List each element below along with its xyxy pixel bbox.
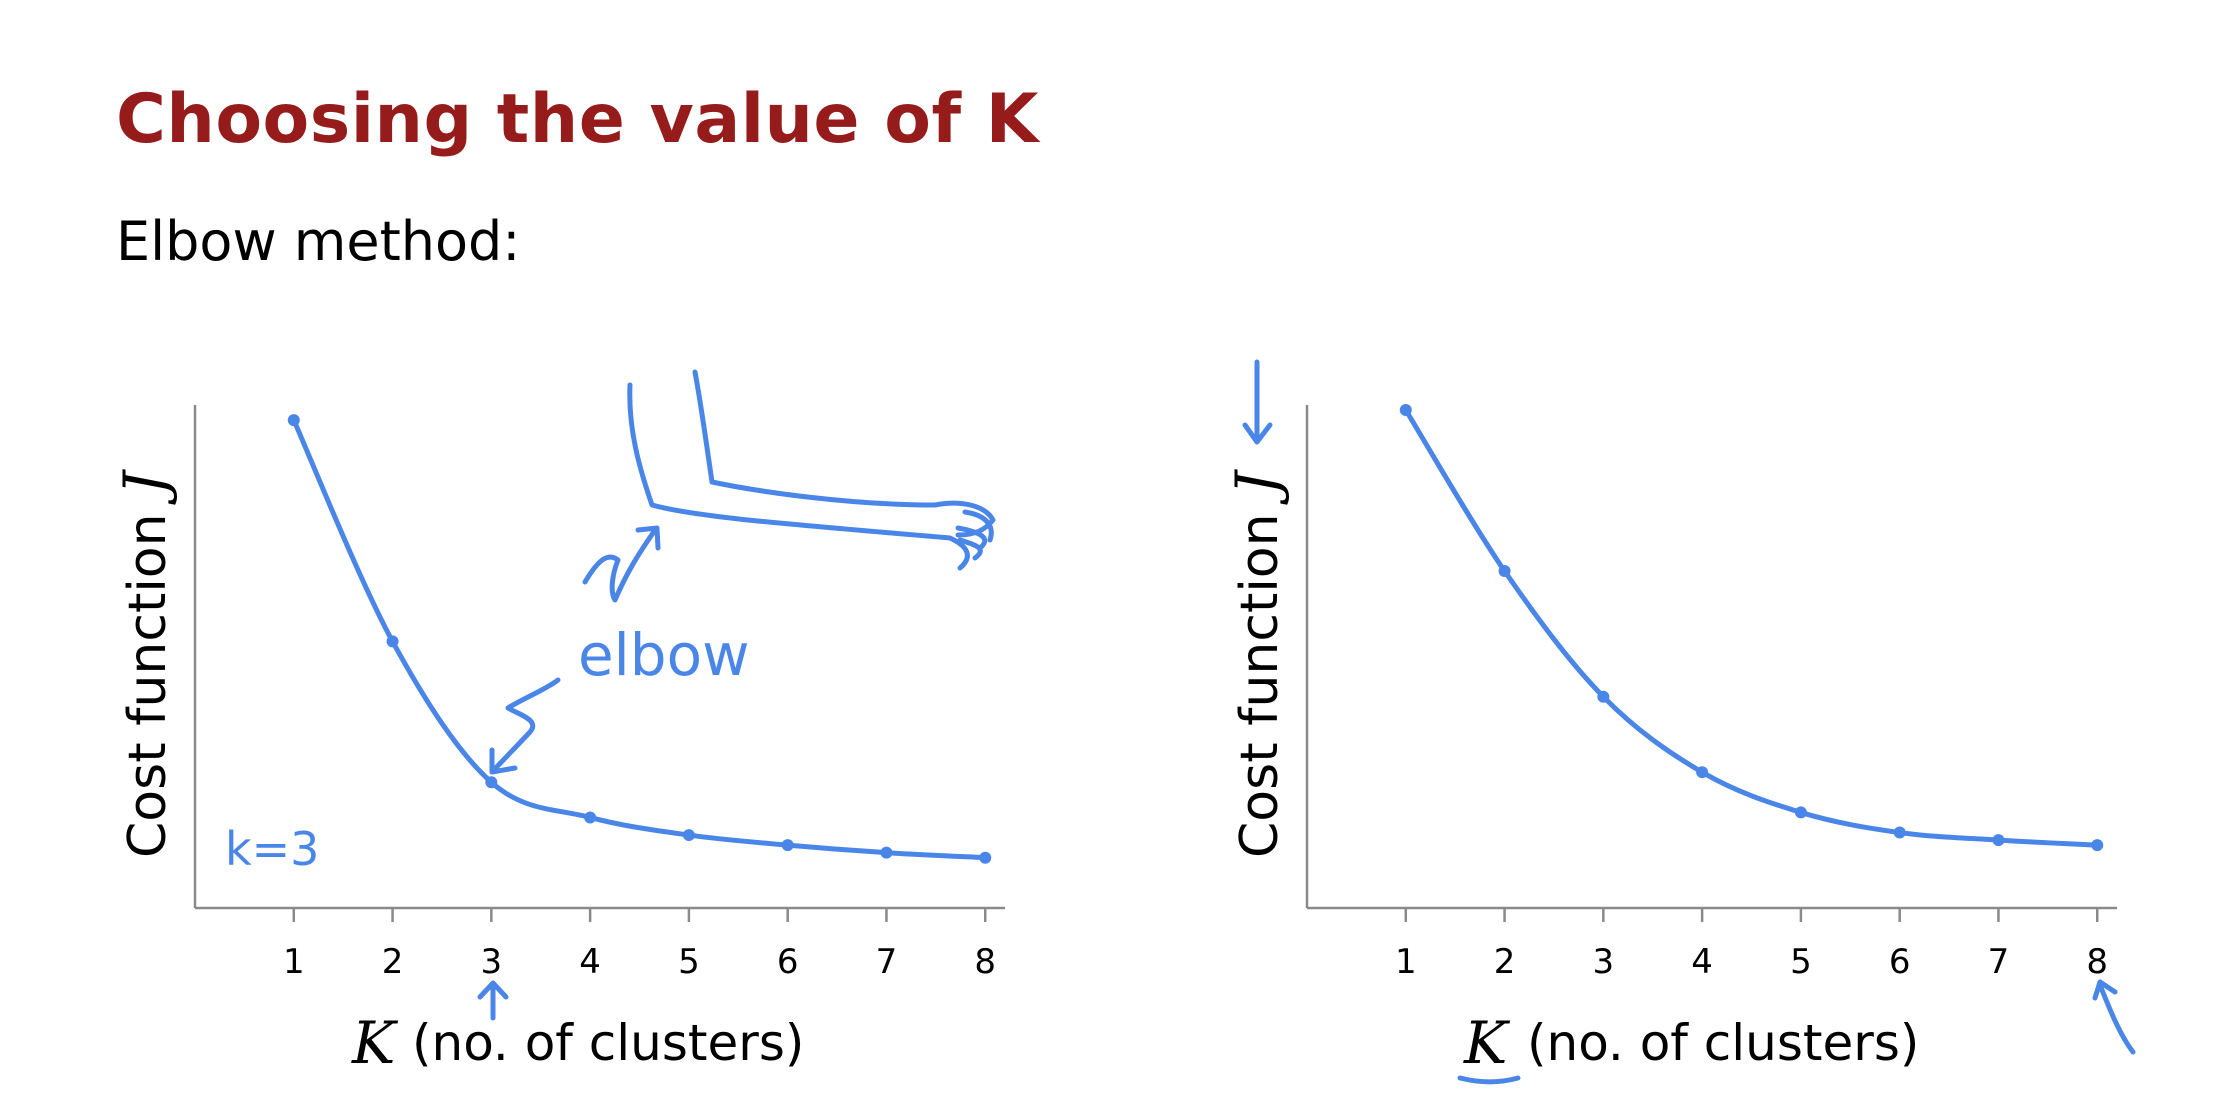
left-x-axis-title: (no. of clusters) xyxy=(412,1014,804,1072)
left-elbow-chart: 1 2 3 4 5 6 7 8 Cost function J K (no. of clust… xyxy=(111,405,1005,1077)
tick8-arrow xyxy=(2092,979,2136,1055)
arm-sketch-inner xyxy=(692,369,996,538)
left-data-point xyxy=(880,846,893,859)
right-x-axis-label: K (no. of clusters) xyxy=(1463,1009,1919,1077)
right-series-line xyxy=(1403,407,2100,848)
slide-subtitle: Elbow method: xyxy=(116,210,521,273)
left-x-tick-label: 6 xyxy=(777,942,799,982)
left-x-tick-label: 8 xyxy=(974,942,996,982)
k-underline xyxy=(1457,1075,1521,1085)
right-x-axis-variable: K xyxy=(1463,1009,1511,1077)
j-down-arrow xyxy=(1242,359,1273,445)
slide-title: Choosing the value of K xyxy=(116,80,1039,159)
left-data-point xyxy=(781,839,794,852)
right-tick-group: 1 2 3 4 5 6 7 8 xyxy=(1395,908,2108,982)
right-x-tick-label: 2 xyxy=(1494,942,1516,982)
k3-tick-arrow xyxy=(477,980,509,1021)
right-data-point xyxy=(1893,826,1906,839)
left-x-tick-label: 5 xyxy=(678,942,700,982)
left-x-tick-label: 1 xyxy=(283,942,305,982)
right-x-tick-label: 7 xyxy=(1988,942,2010,982)
right-x-axis-title: (no. of clusters) xyxy=(1527,1014,1919,1072)
right-y-axis-variable: J xyxy=(1223,469,1291,505)
right-x-tick-label: 4 xyxy=(1691,942,1713,982)
right-data-point xyxy=(2091,839,2104,852)
left-data-point xyxy=(584,811,597,824)
arm-sketch-outer xyxy=(627,382,970,571)
left-tick-group: 1 2 3 4 5 6 7 8 xyxy=(283,908,996,982)
right-y-axis-label: Cost function J xyxy=(1223,469,1291,858)
right-data-point xyxy=(1696,766,1709,779)
left-data-point xyxy=(979,851,992,864)
handwritten-annotations: elbow k=3 xyxy=(225,359,2136,1085)
right-cost-curve xyxy=(1399,404,2104,852)
right-y-axis-title: Cost function xyxy=(1230,513,1290,858)
left-x-axis-label: K (no. of clusters) xyxy=(351,1009,804,1077)
left-cost-curve xyxy=(287,414,992,864)
left-y-axis-label: Cost function J xyxy=(111,469,179,858)
right-data-point xyxy=(1597,690,1610,703)
elbow-pointer-arrow xyxy=(489,677,561,775)
left-data-point xyxy=(287,414,300,427)
right-data-point xyxy=(1794,806,1807,819)
right-no-elbow-chart: 1 2 3 4 5 6 7 8 Cost function J K (no. of clust… xyxy=(1223,404,2117,1077)
elbow-label: elbow xyxy=(578,621,750,689)
right-data-point xyxy=(1399,404,1412,417)
right-x-tick-label: 8 xyxy=(2086,942,2108,982)
arm-sketch-fingers xyxy=(955,509,994,561)
left-y-axis-variable: J xyxy=(111,469,179,505)
right-data-point xyxy=(1992,834,2005,847)
left-data-point xyxy=(485,776,498,789)
right-data-point xyxy=(1498,564,1511,577)
left-y-axis-title: Cost function xyxy=(118,513,178,858)
left-x-tick-label: 7 xyxy=(876,942,898,982)
k-choice-label: k=3 xyxy=(225,822,319,876)
left-x-tick-label: 2 xyxy=(382,942,404,982)
right-x-tick-label: 1 xyxy=(1395,942,1417,982)
right-x-tick-label: 6 xyxy=(1889,942,1911,982)
right-x-tick-label: 3 xyxy=(1593,942,1615,982)
left-x-tick-label: 3 xyxy=(481,942,503,982)
left-x-axis-variable: K xyxy=(351,1009,399,1077)
right-x-tick-label: 5 xyxy=(1790,942,1812,982)
left-x-tick-label: 4 xyxy=(579,942,601,982)
arm-elbow-arrow xyxy=(582,525,661,603)
left-data-point xyxy=(682,829,695,842)
left-data-point xyxy=(386,635,399,648)
